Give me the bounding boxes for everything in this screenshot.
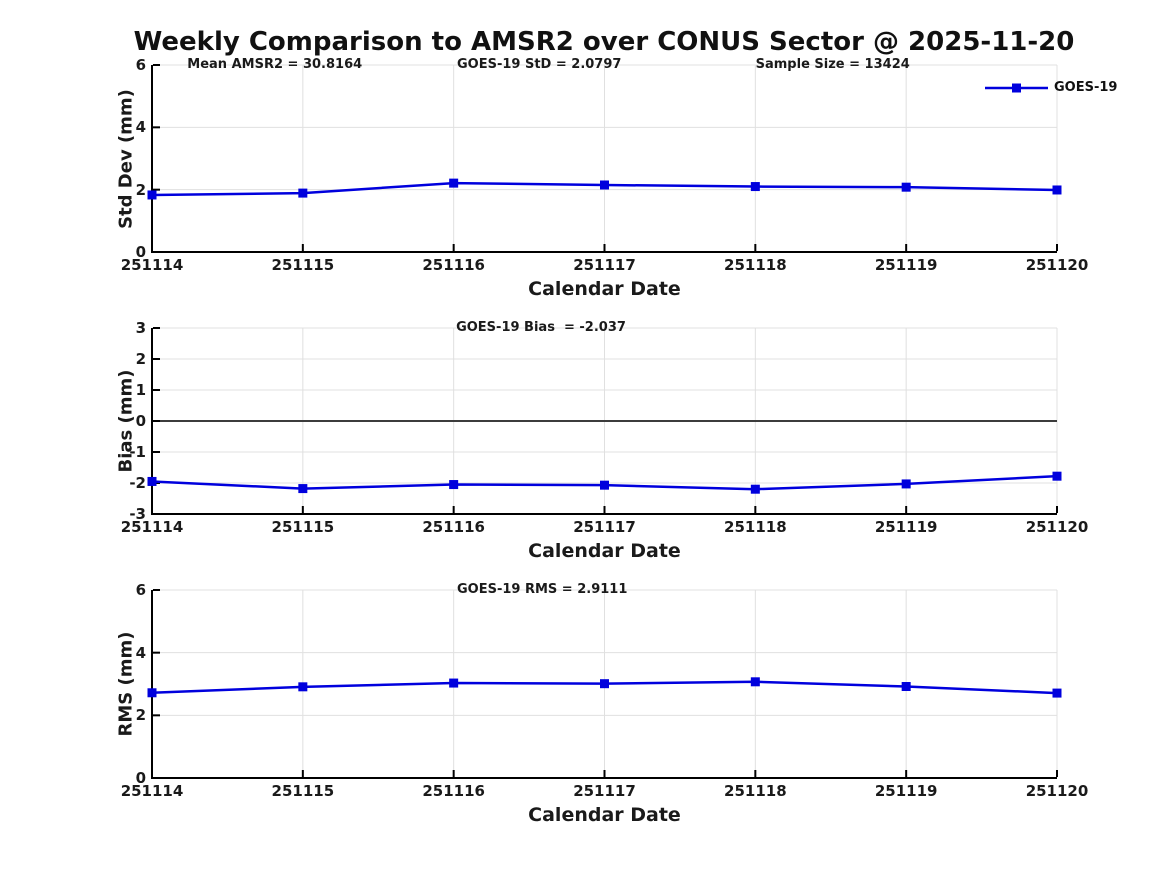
- data-point-marker: [298, 682, 308, 692]
- y-tick-label: 0: [135, 769, 146, 787]
- data-point-marker: [901, 682, 911, 692]
- legend-marker: [1012, 83, 1021, 93]
- x-tick-label: 251114: [120, 782, 184, 800]
- x-tick-label: 251119: [874, 256, 938, 274]
- data-point-marker: [600, 480, 609, 490]
- y-tick-label: -3: [129, 505, 146, 523]
- x-tick-label: 251118: [724, 518, 787, 536]
- data-point-marker: [1052, 471, 1062, 481]
- x-tick-label: 251115: [271, 518, 335, 536]
- x-tick-label: 251120: [1025, 256, 1089, 274]
- data-point-marker: [901, 182, 911, 192]
- x-tick-label: 251114: [120, 256, 184, 274]
- x-tick-label: 251117: [573, 256, 636, 274]
- y-tick-label: 2: [135, 350, 146, 368]
- data-point-marker: [449, 178, 459, 188]
- x-axis-label: Calendar Date: [528, 540, 681, 562]
- data-point-marker: [901, 479, 911, 489]
- x-tick-label: 251116: [422, 782, 485, 800]
- data-point-marker: [1052, 185, 1062, 195]
- y-tick-label: 4: [135, 643, 146, 662]
- data-point-marker: [298, 484, 308, 494]
- data-point-marker: [449, 678, 459, 688]
- x-tick-label: 251117: [573, 782, 636, 800]
- y-tick-label: 0: [135, 412, 146, 430]
- x-tick-label: 251115: [271, 256, 335, 274]
- y-tick-label: 6: [135, 581, 146, 599]
- y-axis-label: Std Dev (mm): [115, 88, 137, 229]
- y-tick-label: 2: [135, 180, 146, 199]
- x-tick-label: 251119: [874, 518, 938, 536]
- x-tick-label: 251120: [1025, 518, 1089, 536]
- x-tick-label: 251120: [1025, 782, 1089, 800]
- y-tick-label: 2: [135, 706, 146, 725]
- panel-annotation: GOES-19 Bias = -2.037: [456, 320, 626, 335]
- data-point-marker: [147, 688, 157, 698]
- x-tick-label: 251115: [271, 782, 335, 800]
- panel-annotation: Mean AMSR2 = 30.8164: [187, 57, 363, 72]
- data-point-marker: [600, 180, 609, 190]
- y-tick-label: 6: [135, 56, 146, 74]
- y-tick-label: 3: [135, 319, 146, 337]
- y-axis-label: RMS (mm): [115, 631, 137, 737]
- y-tick-label: -1: [129, 443, 146, 461]
- legend-label: GOES-19: [1054, 80, 1118, 95]
- data-point-marker: [750, 677, 760, 687]
- x-tick-label: 251119: [874, 782, 938, 800]
- x-tick-label: 251118: [724, 256, 787, 274]
- data-point-marker: [449, 480, 459, 490]
- x-tick-label: 251116: [422, 256, 485, 274]
- data-point-marker: [600, 679, 609, 689]
- x-tick-label: 251118: [724, 782, 787, 800]
- x-axis-label: Calendar Date: [528, 804, 681, 826]
- panel-annotation: Sample Size = 13424: [755, 57, 910, 72]
- y-tick-label: 0: [135, 243, 146, 261]
- x-tick-label: 251114: [120, 518, 184, 536]
- data-point-marker: [1052, 688, 1062, 698]
- data-point-marker: [147, 476, 157, 486]
- y-tick-label: 1: [135, 381, 146, 399]
- y-tick-label: 4: [135, 118, 146, 137]
- data-point-marker: [147, 190, 157, 200]
- data-point-marker: [298, 188, 308, 198]
- panel-annotation: GOES-19 StD = 2.0797: [456, 57, 622, 72]
- figure-title: Weekly Comparison to AMSR2 over CONUS Se…: [133, 27, 1075, 57]
- x-tick-label: 251117: [573, 518, 636, 536]
- panel-annotation: GOES-19 RMS = 2.9111: [456, 582, 628, 597]
- data-point-marker: [750, 484, 760, 494]
- x-axis-label: Calendar Date: [528, 278, 681, 300]
- y-tick-label: -2: [129, 474, 146, 492]
- data-point-marker: [750, 182, 760, 192]
- x-tick-label: 251116: [422, 518, 485, 536]
